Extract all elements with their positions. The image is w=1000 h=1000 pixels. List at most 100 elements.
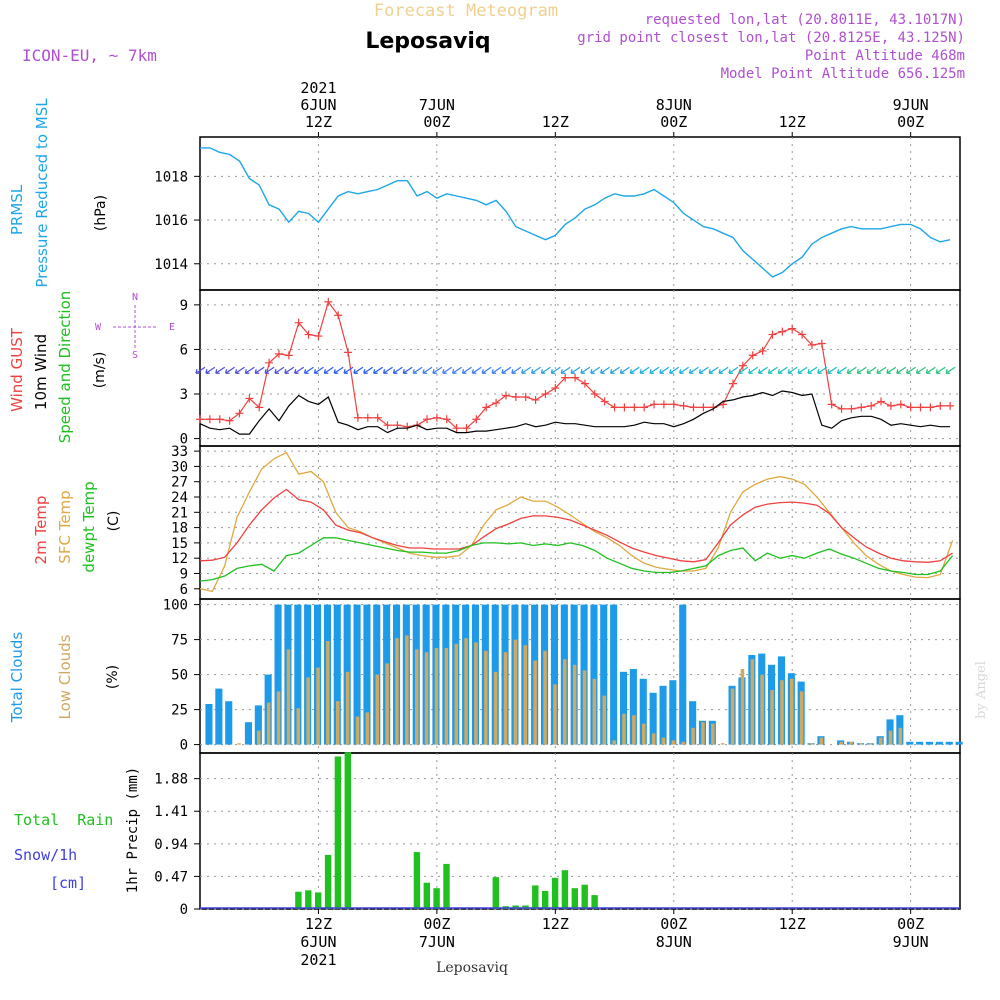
low-cloud-bar [869, 743, 873, 745]
p2-unit: (m/s) [92, 352, 108, 389]
gust-point [650, 400, 659, 409]
gust-point [541, 390, 550, 398]
y-tick-label: 0 [180, 902, 188, 918]
gust-point [304, 330, 313, 339]
rain-bar [423, 882, 430, 909]
wind-direction-arrow [846, 366, 857, 374]
wind-direction-arrow [906, 366, 917, 374]
total-cloud-bar [649, 692, 657, 745]
y-tick-label: 18 [171, 521, 188, 537]
wind-direction-arrow [471, 366, 482, 374]
rain-bar [571, 888, 578, 909]
x-label-top: 12Z [542, 113, 569, 131]
low-cloud-bar [671, 740, 676, 745]
rain-bar [551, 877, 559, 909]
gust-point [561, 373, 570, 382]
wind-direction-arrow [402, 366, 413, 374]
total-cloud-bar [935, 741, 943, 745]
wind-direction-arrow [590, 366, 601, 374]
gust-point [423, 415, 432, 424]
low-cloud-bar [691, 727, 695, 745]
y-tick-label: 0 [180, 432, 188, 448]
gust-point [492, 398, 501, 407]
low-cloud-bar [237, 743, 241, 745]
p4-label-total: Total Clouds [8, 632, 26, 724]
wind-direction-arrow [215, 366, 226, 374]
low-cloud-bar [326, 641, 330, 745]
gust-point [511, 392, 520, 401]
gust-point [679, 401, 688, 410]
wind-direction-arrow [659, 366, 670, 374]
y-tick-label: 100 [163, 598, 188, 614]
wind-direction-arrow [382, 366, 393, 374]
low-cloud-bar [365, 712, 370, 745]
total-cloud-bar [945, 741, 953, 745]
low-cloud-bar [533, 660, 537, 745]
wind-direction-arrow [343, 366, 354, 374]
y-tick-label: 33 [171, 444, 188, 460]
low-cloud-bar [523, 645, 527, 745]
wind-direction-arrow [422, 366, 433, 374]
gust-point [778, 327, 787, 336]
wind-direction-arrow [649, 366, 660, 374]
gust-point [640, 403, 649, 412]
y-tick-label: 1016 [154, 213, 188, 229]
low-cloud-bar [415, 649, 419, 745]
wind-direction-arrow [886, 366, 897, 374]
total-cloud-bar [294, 604, 302, 745]
wind-direction-arrow [807, 366, 818, 374]
x-label-bottom: 7JUN [419, 933, 455, 951]
gust-point [472, 415, 481, 424]
gust-point [205, 415, 214, 424]
low-cloud-bar [572, 664, 577, 745]
low-cloud-bar [740, 669, 745, 745]
low-cloud-bar [563, 659, 567, 745]
gust-point [383, 421, 392, 430]
rain-bar [542, 891, 549, 909]
wind-direction-arrow [511, 366, 522, 374]
gust-point [245, 394, 254, 403]
gust-point [600, 397, 609, 406]
wind-direction-arrow [827, 366, 838, 374]
x-label-bottom: 6JUN [300, 933, 336, 951]
wind-direction-arrow [540, 366, 551, 374]
credit-watermark: by Angel [974, 661, 989, 719]
low-cloud-bar [730, 688, 735, 745]
gust-point [906, 403, 915, 412]
y-tick-label: 0.47 [154, 869, 188, 885]
low-cloud-bar [266, 702, 271, 745]
wind-direction-arrow [767, 366, 778, 374]
x-label-top: 9JUN [893, 96, 929, 114]
x-label-bottom: 8JUN [656, 933, 692, 951]
wind-direction-arrow [708, 366, 719, 374]
gust-point [571, 373, 580, 382]
wind-direction-arrow [363, 366, 374, 374]
wind-direction-arrow [451, 366, 462, 374]
gust-point [344, 348, 353, 357]
gust-point [630, 403, 639, 412]
wind-direction-arrow [836, 366, 847, 374]
y-tick-label: 1.41 [154, 804, 188, 820]
wind-direction-arrow [669, 366, 680, 374]
gust-point [531, 395, 540, 404]
low-cloud-bar [622, 713, 626, 745]
gust-point [196, 415, 204, 424]
wind-direction-arrow [284, 366, 295, 374]
low-cloud-bar [296, 708, 300, 745]
wind-direction-arrow [896, 366, 907, 374]
gust-point [255, 403, 264, 412]
y-tick-label: 9 [180, 298, 188, 314]
low-cloud-bar [849, 741, 853, 745]
gust-point [748, 351, 757, 360]
low-cloud-bar [780, 680, 784, 745]
low-cloud-bar [434, 648, 439, 745]
x-label-top: 8JUN [656, 96, 692, 114]
gust-point [896, 400, 905, 409]
gust-point [462, 424, 471, 433]
wind-direction-arrow [481, 366, 492, 374]
total-cloud-bar [600, 604, 608, 745]
low-cloud-bar [553, 684, 557, 745]
panel-5-frame [199, 752, 961, 910]
p5-unit: 1hr Precip (mm) [125, 767, 141, 893]
wind-direction-arrow [373, 366, 384, 374]
